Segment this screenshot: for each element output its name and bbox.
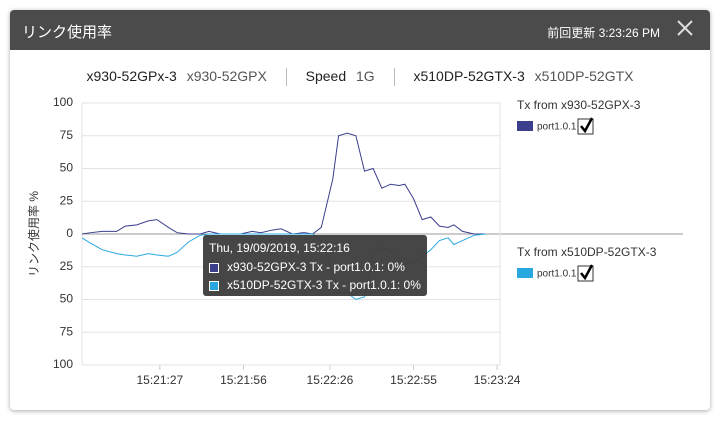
legend-label: port1.0.1: [537, 269, 577, 280]
legend-swatch: [517, 121, 533, 131]
y-tick-label: 75: [60, 324, 74, 338]
y-tick-label: 50: [60, 292, 74, 306]
close-button[interactable]: [674, 17, 696, 39]
legend-group: Tx from x930-52GPX-3: [517, 98, 641, 112]
y-tick-label: 100: [53, 357, 73, 371]
speed-label: Speed: [305, 68, 347, 84]
title: リンク使用率: [22, 24, 113, 41]
updated: 前回更新 3:23:26 PM: [547, 26, 660, 40]
header: リンク使用率 前回更新 3:23:26 PM: [10, 10, 710, 50]
checkbox-check: [580, 264, 594, 281]
legend-swatch: [517, 268, 533, 278]
y-tick-label: 75: [60, 128, 74, 142]
legend-checkbox[interactable]: [577, 264, 594, 282]
x-tick-label: 15:23:24: [474, 373, 521, 387]
x-tick-label: 15:22:26: [307, 373, 354, 387]
x-tick-label: 15:21:27: [136, 373, 183, 387]
link-info: x930-52GPx-3 x930-52GPX Speed 1G x510DP-…: [10, 68, 710, 87]
y-tick-label: 25: [60, 259, 74, 273]
tooltip: Thu, 19/09/2019, 15:22:16 x930-52GPX-3 T…: [203, 235, 427, 296]
target-name: x510DP-52GTX-3: [413, 68, 525, 84]
legend-checkbox[interactable]: [577, 117, 594, 135]
y-tick-label: 0: [66, 226, 73, 240]
checkbox-check: [580, 117, 594, 134]
legend-label: port1.0.1: [537, 122, 577, 133]
dialog: リンク使用率 前回更新 3:23:26 PM x930-52GPx-3 x930…: [10, 10, 710, 410]
x-tick-label: 15:22:55: [390, 373, 437, 387]
tooltip-text: x510DP-52GTX-3 Tx - port1.0.1: 0%: [227, 278, 421, 292]
separator: [285, 68, 287, 87]
legend-group: Tx from x510DP-52GTX-3: [517, 245, 657, 259]
y-tick-label: 25: [60, 193, 74, 207]
tooltip-line: x930-52GPX-3 Tx - port1.0.1: 0%: [209, 260, 405, 274]
series-line: [81, 132, 486, 235]
separator: [393, 68, 395, 87]
tooltip-title: Thu, 19/09/2019, 15:22:16: [209, 241, 350, 255]
y-tick-label: 50: [60, 161, 74, 175]
x-tick-label: 15:21:56: [220, 373, 267, 387]
target-model: x510DP-52GTX: [534, 68, 634, 84]
speed-value: 1G: [356, 68, 375, 84]
source-model: x930-52GPX: [186, 68, 267, 84]
y-tick-label: 100: [53, 95, 73, 109]
y-axis-label: リンク使用率 %: [26, 191, 41, 277]
tooltip-line: x510DP-52GTX-3 Tx - port1.0.1: 0%: [209, 278, 421, 292]
source-name: x930-52GPx-3: [86, 68, 177, 84]
tooltip-text: x930-52GPX-3 Tx - port1.0.1: 0%: [227, 260, 405, 274]
